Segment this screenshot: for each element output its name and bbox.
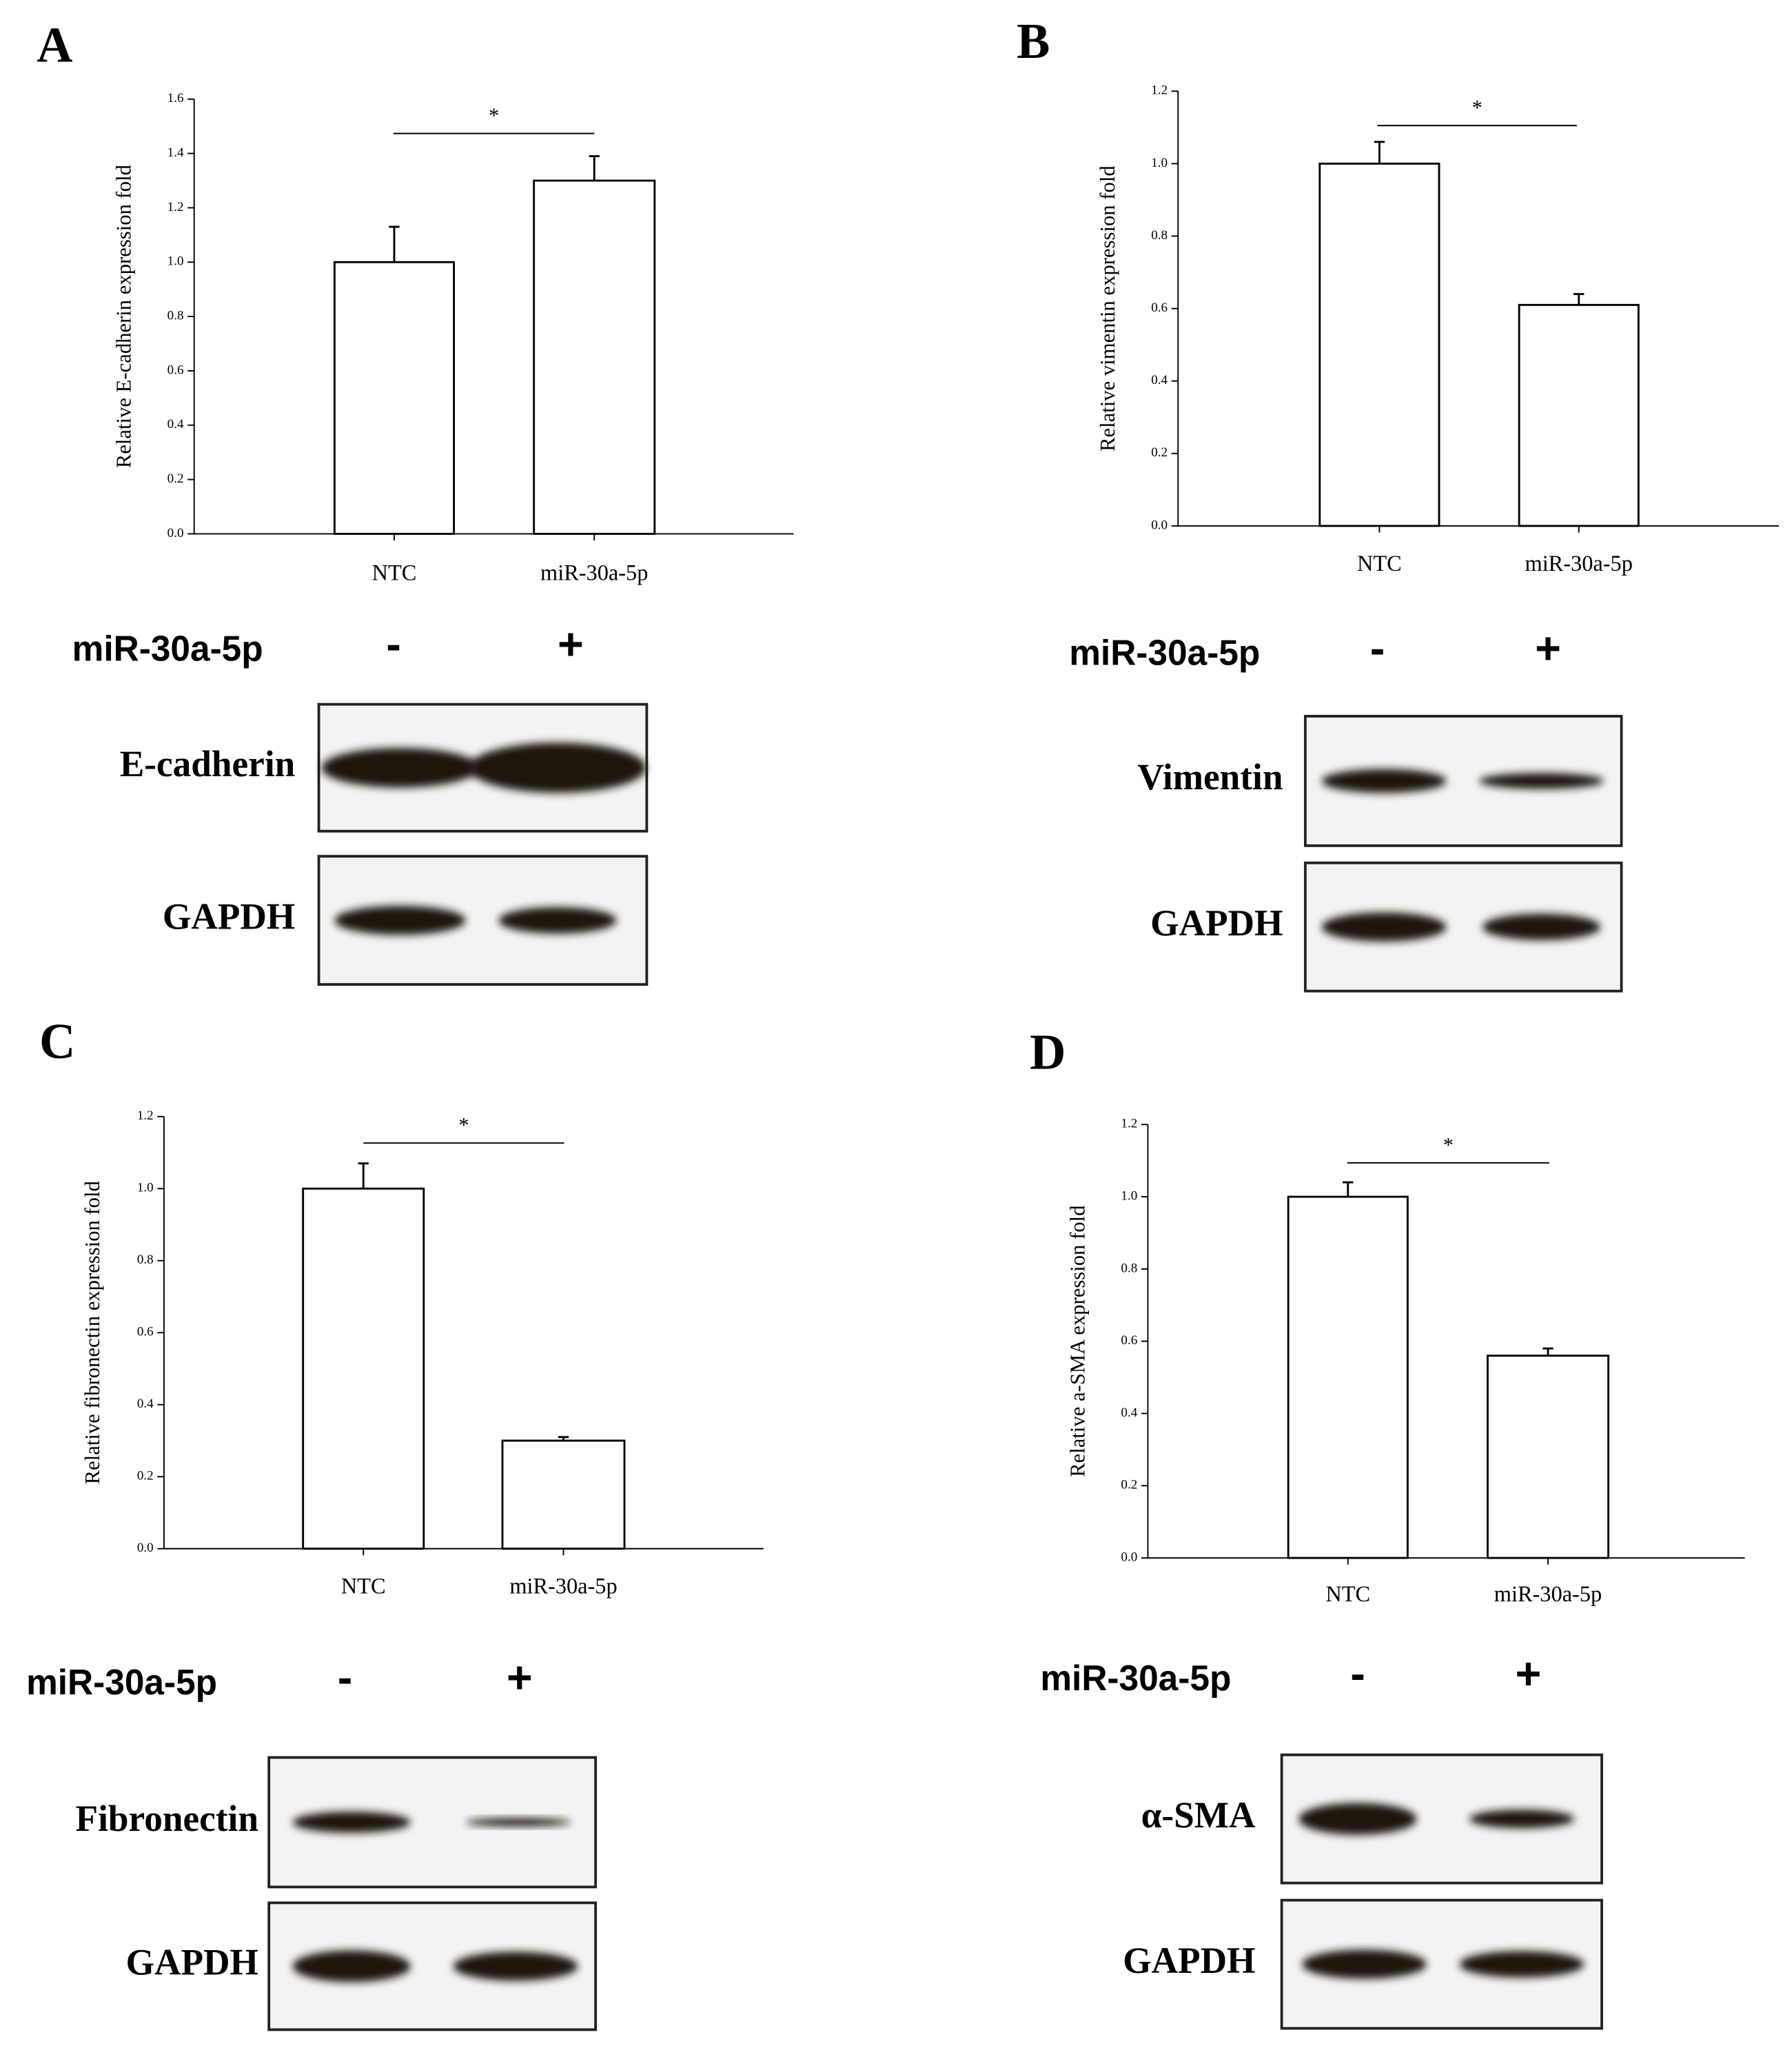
protein-label: GAPDH	[1150, 902, 1283, 944]
x-tick-label: miR-30a-5p	[540, 560, 648, 585]
bar	[1486, 1355, 1609, 1559]
treatment-label: miR-30a-5p	[72, 629, 263, 669]
treatment-label: miR-30a-5p	[1069, 632, 1260, 672]
x-tick-label: NTC	[1325, 1582, 1370, 1607]
x-tick-label: NTC	[372, 560, 417, 585]
blot-band	[1469, 1810, 1575, 1829]
bar	[1287, 1195, 1409, 1559]
bar	[533, 179, 656, 535]
treatment-label: miR-30a-5p	[26, 1662, 217, 1702]
blot-band	[1299, 1803, 1417, 1835]
y-tick-label: 0.0	[167, 526, 184, 540]
blot-band	[1482, 913, 1601, 940]
blot-band	[1321, 912, 1447, 942]
x-tick-label: miR-30a-5p	[1525, 551, 1633, 576]
blot-band	[292, 1950, 411, 1983]
bar	[1518, 303, 1640, 527]
y-tick-label: 0.8	[137, 1253, 154, 1267]
y-tick-label: 1.0	[167, 254, 184, 269]
lane-label: -	[1350, 1648, 1365, 1699]
blot-band	[1302, 1949, 1427, 1979]
y-tick-label: 0.4	[1151, 373, 1168, 387]
y-tick-label: 0.8	[1151, 228, 1168, 243]
x-tick-label: NTC	[1357, 551, 1402, 576]
y-tick-label: 1.2	[167, 200, 184, 214]
protein-label: α-SMA	[1141, 1794, 1256, 1836]
panel-label: A	[37, 17, 72, 72]
y-axis-label: Relative fibronectin expression fold	[81, 1181, 104, 1484]
significance-mark: *	[1443, 1133, 1454, 1157]
significance-mark: *	[1472, 96, 1483, 119]
lane-label: +	[1516, 1648, 1542, 1699]
y-tick-label: 0.0	[137, 1541, 154, 1555]
y-tick-label: 1.4	[167, 145, 184, 160]
y-tick-label: 1.6	[167, 91, 184, 105]
blot-band	[334, 906, 466, 935]
bar	[501, 1439, 626, 1550]
y-tick-label: 0.6	[167, 363, 184, 377]
x-tick-label: NTC	[341, 1574, 386, 1599]
y-axis-label: Relative E-cadherin expression fold	[112, 165, 136, 468]
x-tick-label: miR-30a-5p	[509, 1574, 617, 1599]
y-tick-label: 0.4	[137, 1397, 154, 1411]
protein-label: GAPDH	[126, 1942, 258, 1983]
panel-label: D	[1030, 1024, 1066, 1079]
blot-band	[1321, 769, 1447, 793]
y-tick-label: 0.8	[1121, 1261, 1137, 1275]
protein-label: E-cadherin	[120, 743, 296, 784]
lane-label: +	[1535, 622, 1561, 673]
y-tick-label: 0.6	[1121, 1333, 1137, 1348]
y-tick-label: 0.4	[1121, 1406, 1137, 1420]
y-tick-label: 1.2	[1121, 1117, 1137, 1131]
protein-label: GAPDH	[1123, 1940, 1255, 1981]
y-tick-label: 0.2	[167, 472, 184, 486]
y-tick-label: 0.2	[137, 1469, 154, 1483]
blot-band	[1459, 1951, 1585, 1978]
blot-band	[1479, 773, 1604, 789]
y-tick-label: 0.6	[137, 1325, 154, 1339]
y-tick-label: 1.0	[1151, 156, 1168, 170]
blot-band	[321, 747, 479, 788]
bar	[302, 1187, 425, 1550]
blot-band	[292, 1812, 411, 1833]
y-tick-label: 1.2	[1151, 83, 1168, 98]
lane-label: -	[338, 1652, 353, 1702]
y-tick-label: 1.0	[1121, 1188, 1137, 1203]
y-tick-label: 0.8	[167, 308, 184, 323]
significance-mark: *	[458, 1113, 469, 1137]
lane-label: +	[507, 1652, 533, 1702]
bar	[1318, 162, 1440, 527]
blot-band	[465, 1818, 571, 1827]
blot-band	[498, 906, 617, 934]
blot-band	[469, 742, 646, 793]
y-tick-label: 1.2	[137, 1108, 154, 1123]
blot-band	[453, 1952, 578, 1981]
y-axis-label: Relative vimentin expression fold	[1096, 165, 1119, 452]
bar	[333, 261, 455, 535]
y-tick-label: 0.0	[1121, 1550, 1137, 1564]
y-tick-label: 1.0	[137, 1181, 154, 1195]
y-tick-label: 0.0	[1151, 518, 1168, 532]
x-tick-label: miR-30a-5p	[1494, 1582, 1602, 1607]
protein-label: Vimentin	[1137, 756, 1283, 798]
y-tick-label: 0.4	[167, 417, 184, 432]
treatment-label: miR-30a-5p	[1040, 1658, 1231, 1698]
significance-mark: *	[489, 104, 499, 128]
y-tick-label: 0.2	[1121, 1478, 1137, 1492]
y-axis-label: Relative a-SMA expression fold	[1066, 1206, 1090, 1477]
protein-label: GAPDH	[163, 895, 295, 937]
panel-label: C	[39, 1013, 75, 1069]
lane-label: -	[386, 618, 401, 669]
y-tick-label: 0.6	[1151, 301, 1168, 315]
panel-label: B	[1017, 13, 1050, 69]
y-tick-label: 0.2	[1151, 445, 1168, 460]
lane-label: +	[558, 618, 584, 669]
protein-label: Fibronectin	[76, 1798, 258, 1839]
lane-label: -	[1370, 622, 1385, 673]
